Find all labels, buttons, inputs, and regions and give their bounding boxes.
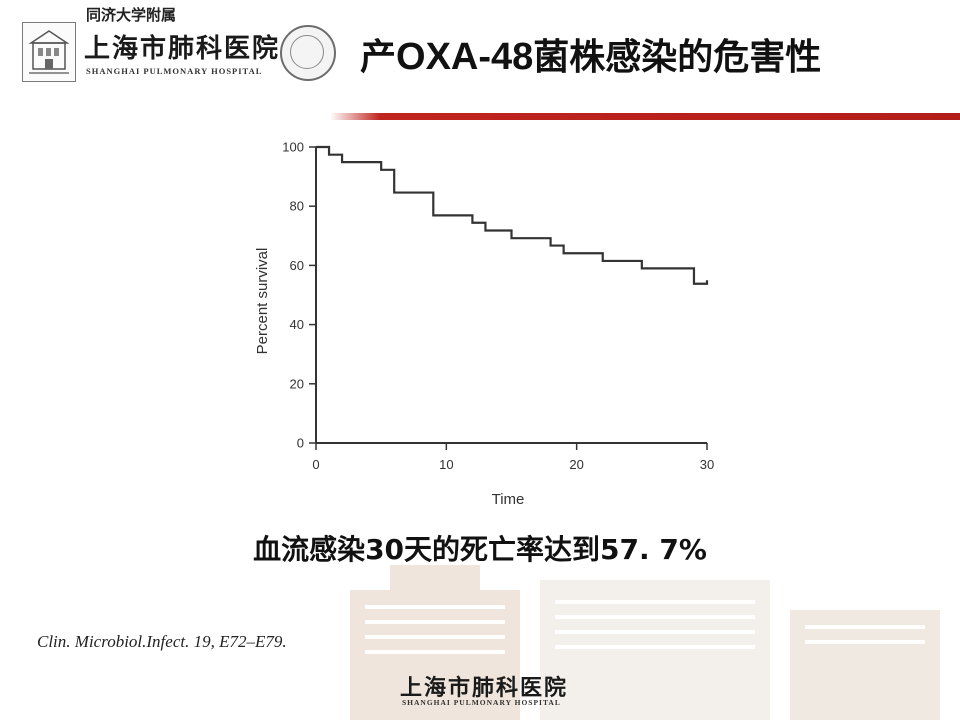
hospital-logo [22, 22, 76, 82]
y-axis-label: Percent survival [254, 248, 271, 355]
y-tick-label: 60 [290, 258, 304, 273]
title-suffix: 菌株感染的危害性 [533, 37, 822, 78]
footer-hospital-name-cn: 上海市肺科医院 [400, 675, 569, 701]
title-latin: OXA-48 [396, 36, 534, 78]
chart-axes [315, 147, 707, 444]
y-tick-label: 100 [282, 140, 304, 155]
chart-ticks: 0 10 20 30 0 20 40 60 80 100 [282, 140, 714, 473]
hospital-name-cn: 上海市肺科医院 [84, 34, 281, 64]
citation-reference: Clin. Microbiol.Infect. 19, E72–E79. [37, 632, 287, 651]
survival-curve-line [316, 145, 709, 285]
x-tick-label: 0 [312, 457, 319, 472]
chart-series [316, 145, 709, 285]
y-tick-label: 0 [297, 436, 304, 451]
y-tick-label: 40 [290, 317, 304, 332]
survival-chart-svg: 0 10 20 30 0 20 40 60 80 100 Time Percent surviva… [254, 140, 714, 509]
hospital-building-icon [28, 30, 70, 74]
mortality-statement: 血流感染30天的死亡率达到57. 7% [253, 533, 707, 566]
footer-hospital-name-en: SHANGHAI PULMONARY HOSPITAL [402, 698, 561, 707]
x-tick-label: 20 [569, 457, 583, 472]
y-tick-label: 20 [290, 376, 304, 391]
slide-title: 产OXA-48菌株感染的危害性 [360, 28, 821, 80]
slide-header: 同济大学附属 上海市肺科医院 SHANGHAI PULMONARY HOSPIT… [0, 0, 960, 120]
hospital-buildings-watermark [350, 565, 940, 720]
x-axis-label: Time [492, 491, 525, 508]
y-tick-label: 80 [290, 199, 304, 214]
title-prefix: 产 [360, 37, 397, 78]
x-tick-label: 30 [700, 457, 714, 472]
x-tick-label: 10 [439, 457, 453, 472]
accent-bar [330, 113, 960, 120]
hospital-name-en: SHANGHAI PULMONARY HOSPITAL [86, 66, 263, 76]
affiliation-text: 同济大学附属 [86, 6, 177, 24]
survival-chart: 0 10 20 30 0 20 40 60 80 100 Time Percent surviva… [240, 130, 740, 520]
university-seal-icon [280, 25, 336, 81]
